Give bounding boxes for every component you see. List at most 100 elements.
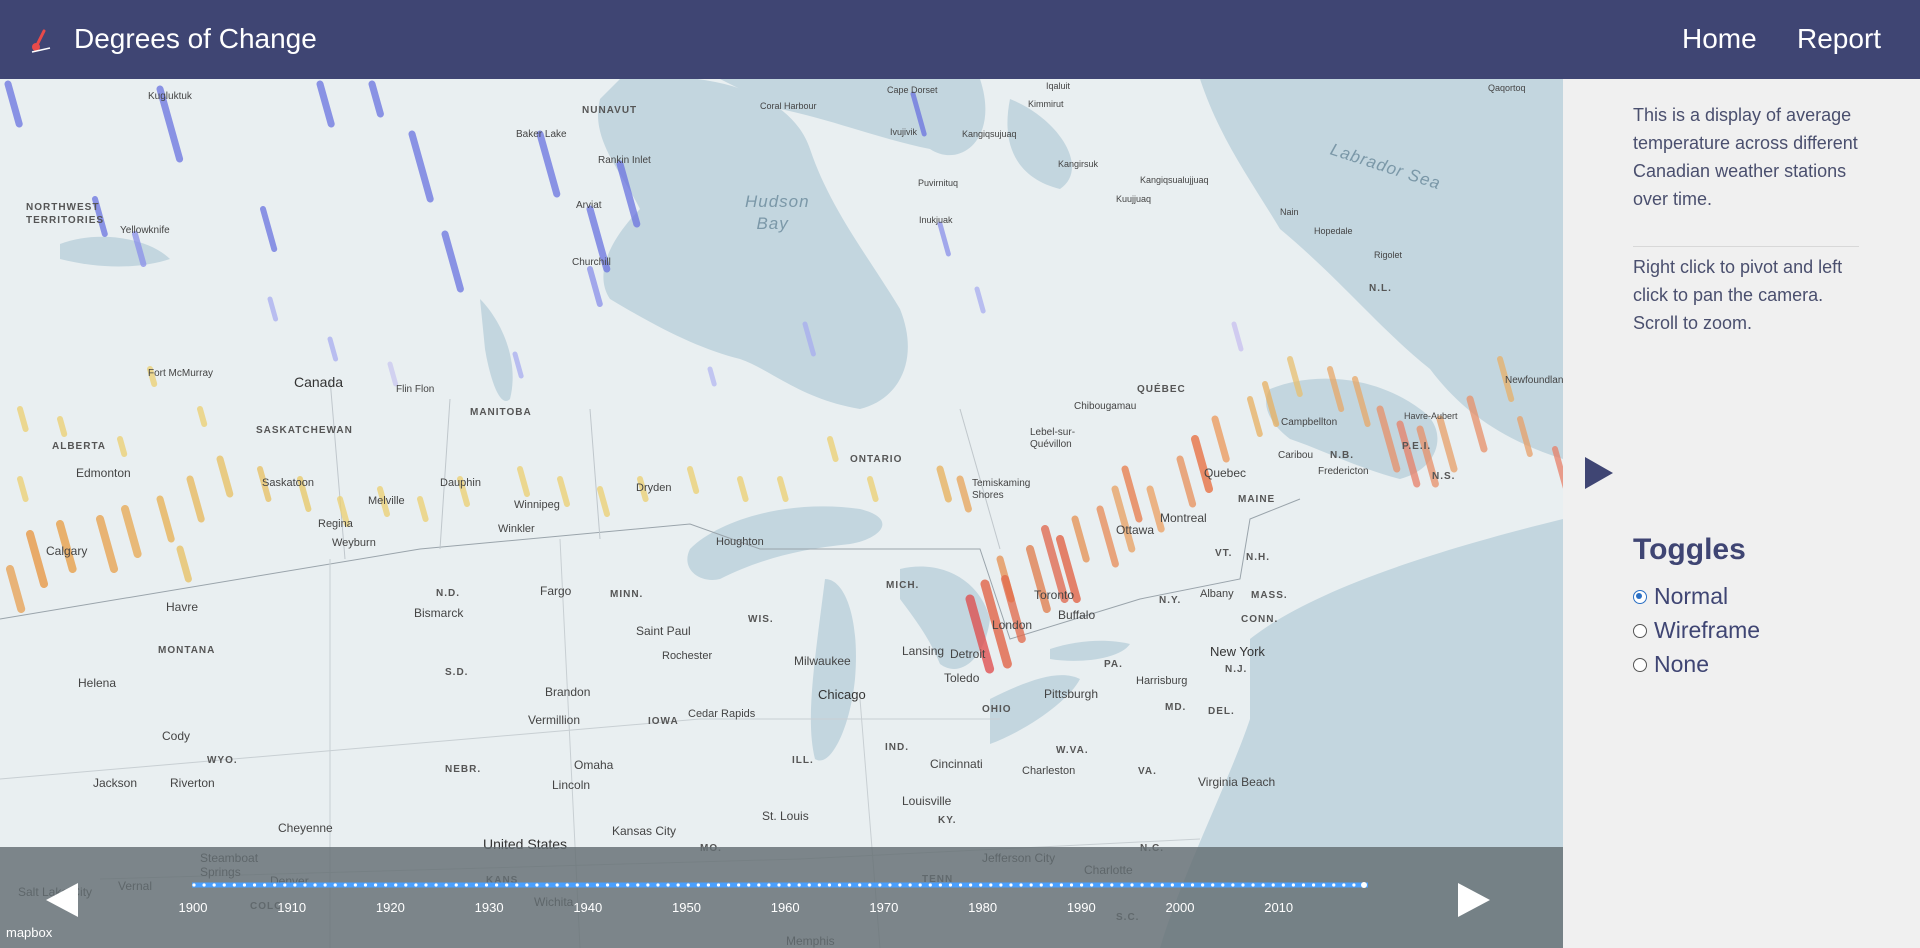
timeline-step-dot[interactable] [1110, 883, 1114, 887]
timeline-step-dot[interactable] [817, 883, 821, 887]
timeline-step-dot[interactable] [989, 883, 993, 887]
station-bar[interactable] [536, 130, 561, 198]
station-bar[interactable] [216, 455, 234, 498]
station-bar[interactable] [1247, 396, 1263, 437]
timeline-step-dot[interactable] [1029, 883, 1033, 887]
timeline-step-dot[interactable] [1180, 883, 1185, 887]
station-bar[interactable] [1111, 485, 1136, 553]
timeline-step-dot[interactable] [222, 883, 226, 887]
station-bar[interactable] [937, 221, 951, 257]
timeline-step-dot[interactable] [333, 883, 337, 887]
timeline-step-dot[interactable] [726, 883, 731, 887]
station-bar[interactable] [1262, 381, 1280, 427]
timeline-step-dot[interactable] [1140, 883, 1144, 887]
timeline-step-dot[interactable] [878, 883, 882, 887]
timeline-step-dot[interactable] [1342, 883, 1346, 887]
timeline-step-dot[interactable] [404, 883, 408, 887]
radio-button[interactable] [1633, 657, 1647, 672]
station-bar[interactable] [57, 416, 68, 437]
timeline-step-dot[interactable] [1170, 883, 1174, 887]
station-bar[interactable] [6, 565, 26, 613]
timeline-step-dot[interactable] [565, 883, 569, 887]
timeline-step-dot[interactable] [747, 883, 751, 887]
timeline-step-dot[interactable] [263, 883, 267, 887]
station-bar[interactable] [707, 366, 717, 387]
timeline-step-dot[interactable] [283, 883, 287, 887]
radio-wireframe[interactable]: Wireframe [1633, 617, 1760, 644]
mapbox-logo[interactable]: mapbox [6, 925, 52, 940]
station-bar[interactable] [802, 321, 816, 357]
timeline-step-dot[interactable] [1130, 883, 1134, 887]
station-bar[interactable] [867, 476, 879, 502]
station-bar[interactable] [186, 475, 205, 523]
timeline-step-dot[interactable] [323, 883, 327, 887]
station-bar[interactable] [441, 230, 464, 293]
station-bar[interactable] [417, 496, 429, 522]
station-bar[interactable] [377, 486, 390, 517]
station-bar[interactable] [260, 206, 278, 252]
timeline-step-dot[interactable] [242, 883, 247, 887]
timeline-step-dot[interactable] [444, 883, 448, 887]
timeline-step-dot[interactable] [1049, 883, 1053, 887]
station-bar[interactable] [176, 545, 192, 583]
station-bar[interactable] [956, 475, 972, 513]
timeline-step-dot[interactable] [434, 883, 438, 887]
timeline-step-dot[interactable] [938, 883, 942, 887]
timeline-step-dot[interactable] [969, 883, 973, 887]
station-bar[interactable] [1121, 465, 1143, 523]
station-bar[interactable] [1376, 405, 1401, 473]
timeline-step-dot[interactable] [313, 883, 317, 887]
timeline-step-dot[interactable] [1019, 883, 1023, 887]
station-bar[interactable] [327, 336, 339, 362]
timeline-step-dot[interactable] [1261, 883, 1265, 887]
station-bar[interactable] [1231, 321, 1244, 352]
timeline-step-dot[interactable] [353, 883, 357, 887]
timeline-step-dot[interactable] [1241, 883, 1245, 887]
timeline-step-dot[interactable] [706, 883, 710, 887]
station-bar[interactable] [1416, 425, 1439, 488]
station-bar[interactable] [267, 296, 279, 322]
station-bar[interactable] [777, 476, 789, 502]
timeline-step-dot[interactable] [616, 883, 620, 887]
station-bar[interactable] [257, 466, 272, 502]
timeline-step-dot[interactable] [535, 883, 539, 887]
timeline-step-dot[interactable] [827, 883, 832, 887]
station-bar[interactable] [17, 476, 29, 502]
timeline-step-dot[interactable] [555, 883, 559, 887]
timeline-step-dot[interactable] [384, 883, 388, 887]
station-bar[interactable] [1191, 435, 1213, 493]
timeline-step-dot[interactable] [515, 883, 519, 887]
timeline-step-dot[interactable] [666, 883, 670, 887]
timeline-step-dot[interactable] [303, 883, 307, 887]
station-bar[interactable] [1287, 356, 1303, 397]
timeline-step-dot[interactable] [918, 883, 922, 887]
timeline-step-dot[interactable] [525, 883, 529, 887]
timeline-step-dot[interactable] [1301, 883, 1306, 887]
station-bar[interactable] [156, 495, 175, 543]
timeline-step-dot[interactable] [1100, 883, 1104, 887]
station-bar[interactable] [408, 130, 434, 203]
timeline-step-dot[interactable] [686, 883, 690, 887]
timeline-step-dot[interactable] [484, 883, 489, 887]
timeline-step-dot[interactable] [636, 883, 640, 887]
station-bar[interactable] [387, 361, 399, 387]
station-bar[interactable] [517, 466, 530, 497]
radio-normal[interactable]: Normal [1633, 583, 1728, 610]
timeline-step-dot[interactable] [908, 883, 912, 887]
timeline-step-dot[interactable] [656, 883, 660, 887]
station-bar[interactable] [1327, 366, 1345, 412]
timeline-step-dot[interactable] [1090, 883, 1094, 887]
timeline-step-dot[interactable] [232, 883, 236, 887]
nav-report-link[interactable]: Report [1797, 23, 1882, 54]
station-bar[interactable] [26, 530, 48, 588]
station-bar[interactable] [92, 196, 108, 237]
station-bar[interactable] [737, 476, 749, 502]
timeline-step-dot[interactable] [605, 883, 610, 887]
timeline-step-dot[interactable] [273, 883, 277, 887]
station-bar[interactable] [156, 85, 184, 163]
timeline-step-dot[interactable] [575, 883, 579, 887]
timeline-step-dot[interactable] [807, 883, 811, 887]
station-bar[interactable] [17, 406, 29, 432]
timeline-step-dot[interactable] [676, 883, 680, 887]
station-bar[interactable] [368, 80, 384, 118]
